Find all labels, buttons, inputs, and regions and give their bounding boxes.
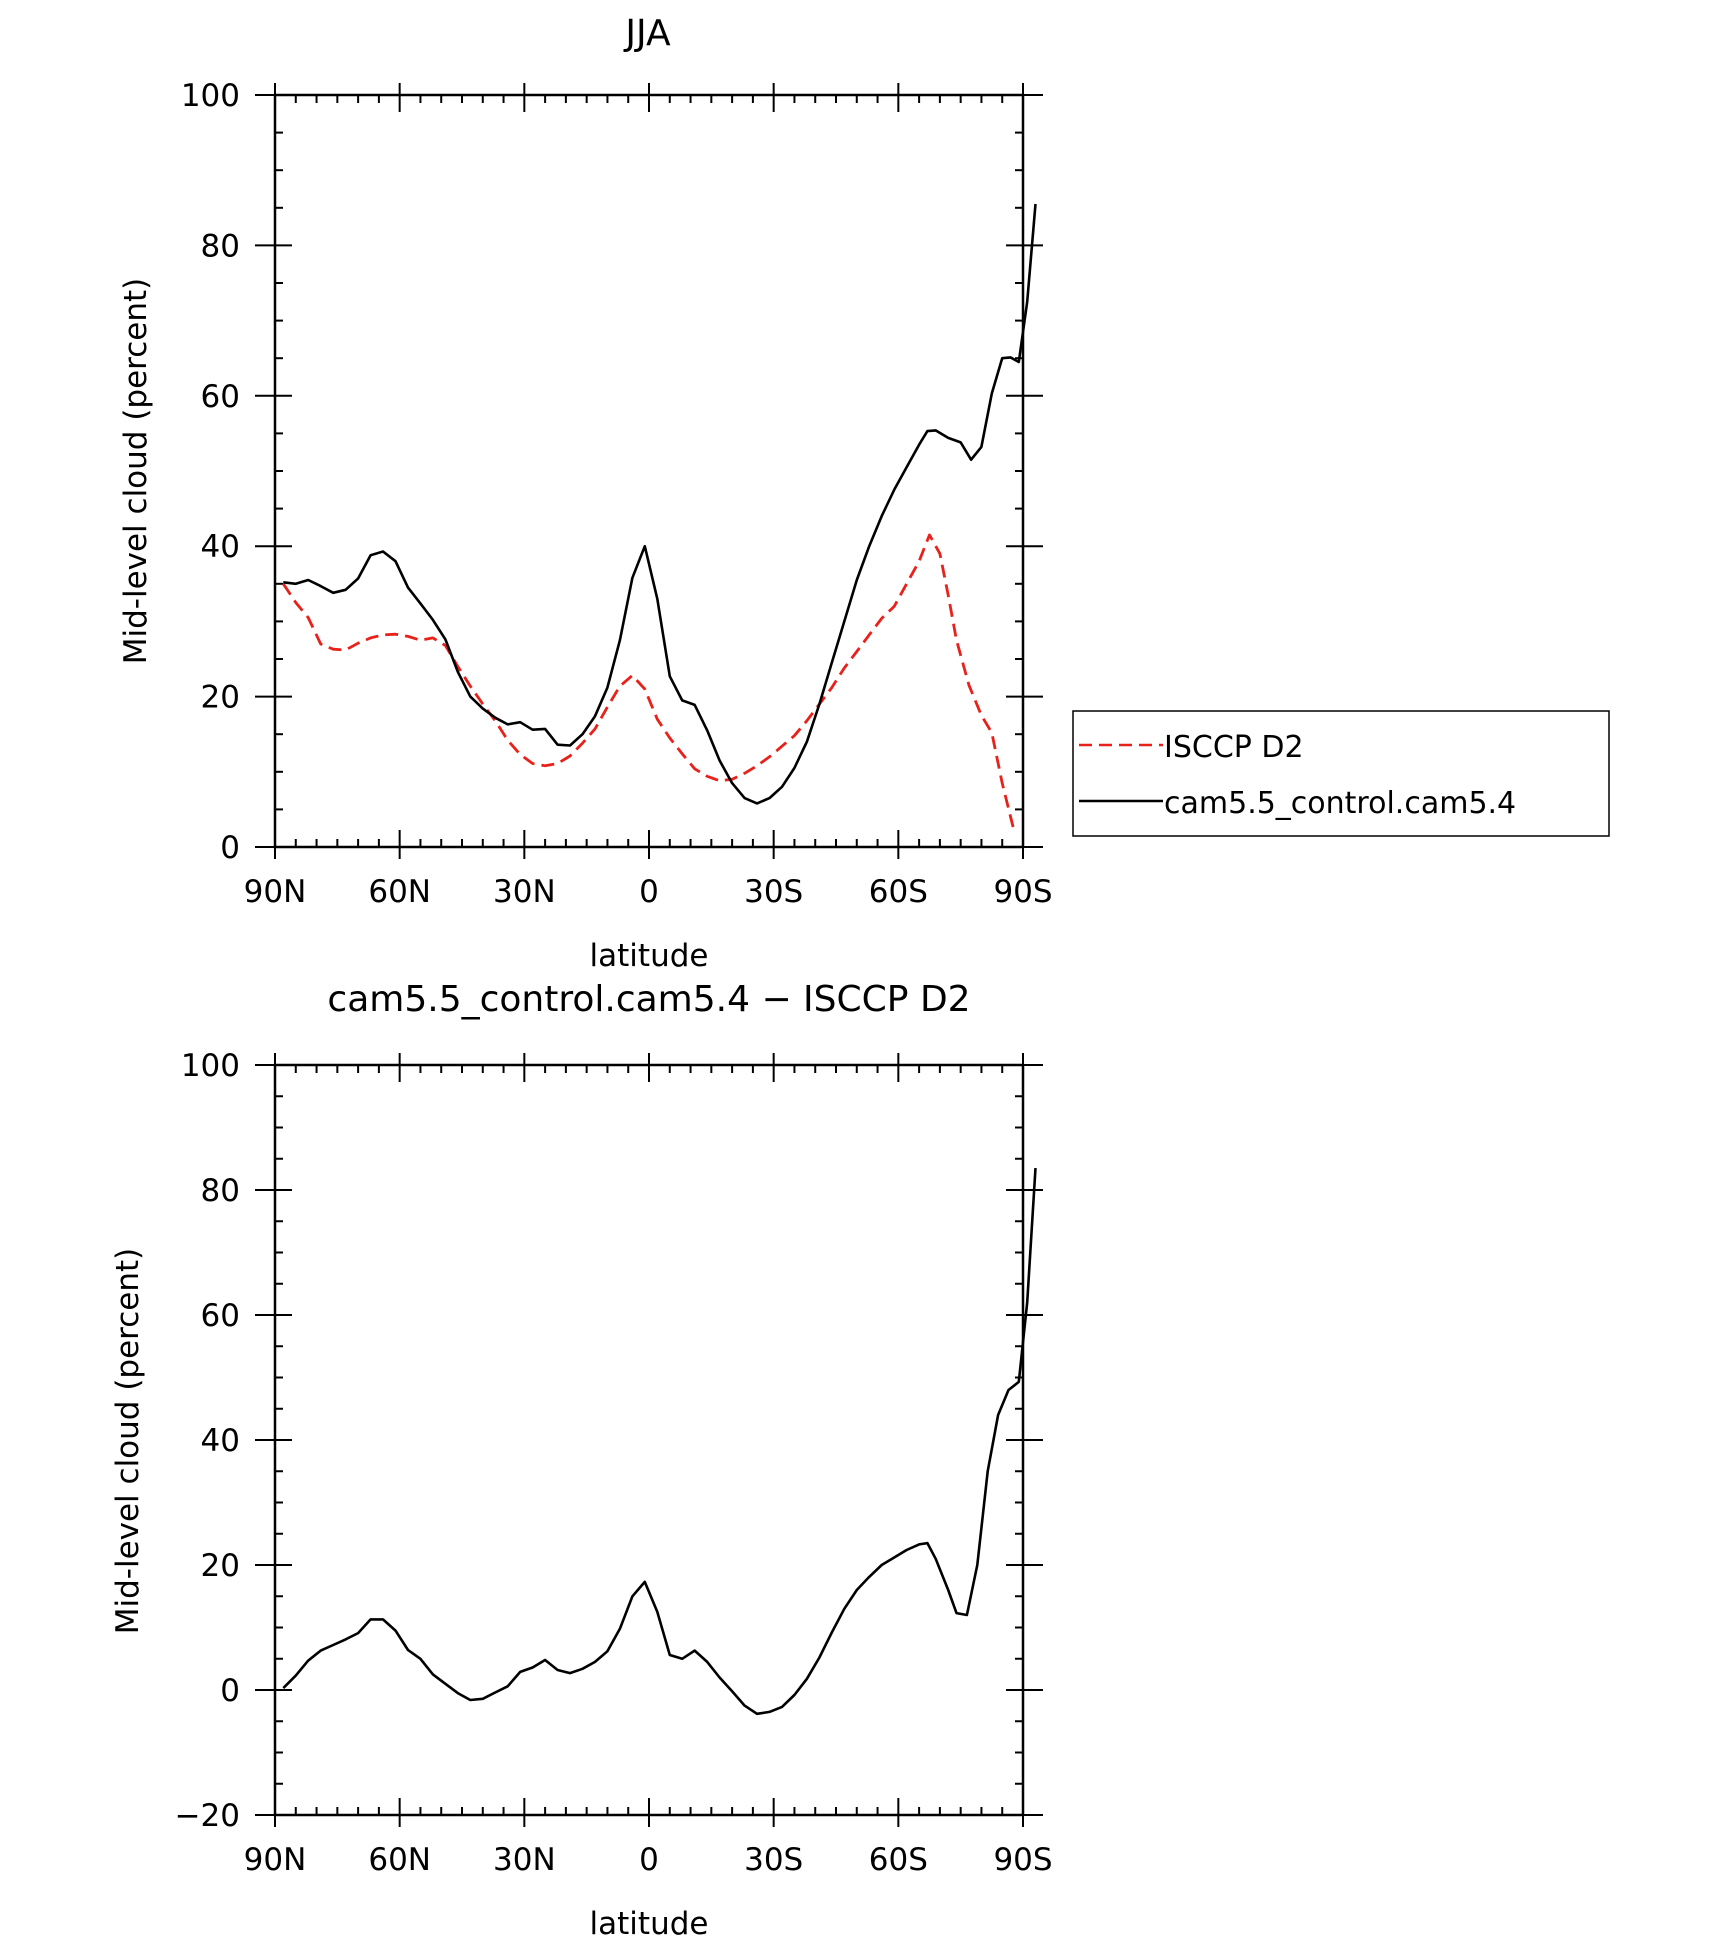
top-chart-title: JJA xyxy=(623,13,671,54)
top-chart-y-tick-labels: 0 20 40 60 80 100 xyxy=(181,78,240,866)
bottom-chart-x-axis-label: latitude xyxy=(590,1906,709,1939)
y-tick-label: 60 xyxy=(201,379,240,415)
y-tick-label: 0 xyxy=(220,830,240,866)
x-tick-label: 30S xyxy=(744,874,803,910)
x-tick-label: 90S xyxy=(993,1842,1052,1878)
x-tick-label: 90N xyxy=(244,874,307,910)
y-tick-label: 100 xyxy=(181,1048,240,1084)
x-tick-label: 30N xyxy=(493,1842,556,1878)
top-chart: JJA 90N 60N 30N 0 30S 60S 90S 0 20 40 60 80 100 lat… xyxy=(118,13,1610,974)
x-tick-label: 0 xyxy=(639,874,659,910)
y-tick-label: 80 xyxy=(201,228,240,264)
y-tick-label: 20 xyxy=(201,680,240,716)
y-tick-label: 60 xyxy=(201,1298,240,1334)
x-tick-label: 60N xyxy=(368,874,431,910)
y-tick-label: 100 xyxy=(181,78,240,114)
bottom-chart-series xyxy=(282,1168,1037,1716)
top-chart-series-0-line xyxy=(282,533,1017,834)
top-chart-x-axis-label: latitude xyxy=(590,938,709,974)
y-tick-label: 80 xyxy=(201,1173,240,1209)
y-tick-label: 0 xyxy=(220,1673,240,1709)
x-tick-label: 60S xyxy=(869,874,928,910)
top-chart-series-1-line xyxy=(283,203,1037,805)
legend-label-cam5-5-control: cam5.5_control.cam5.4 xyxy=(1164,786,1516,821)
y-tick-label: 20 xyxy=(201,1548,240,1584)
y-tick-label: 40 xyxy=(201,1423,240,1459)
top-chart-y-axis-label: Mid-level cloud (percent) xyxy=(118,278,154,665)
x-tick-label: 60N xyxy=(368,1842,431,1878)
bottom-chart-y-tick-labels: −20 0 20 40 60 80 100 xyxy=(175,1048,240,1834)
x-tick-label: 90N xyxy=(244,1842,307,1878)
top-chart-x-tick-labels: 90N 60N 30N 0 30S 60S 90S xyxy=(244,874,1053,910)
top-chart-series xyxy=(282,203,1037,834)
bottom-chart-ticks xyxy=(255,1053,1043,1827)
x-tick-label: 90S xyxy=(993,874,1052,910)
y-tick-label: 40 xyxy=(201,529,240,565)
y-tick-label: −20 xyxy=(175,1798,240,1834)
bottom-chart-x-tick-labels: 90N 60N 30N 0 30S 60S 90S xyxy=(244,1842,1053,1878)
bottom-chart-title: cam5.5_control.cam5.4 − ISCCP D2 xyxy=(327,979,970,1020)
legend-box xyxy=(1072,710,1610,837)
x-tick-label: 30N xyxy=(493,874,556,910)
legend-label-isccp-d2: ISCCP D2 xyxy=(1164,730,1304,765)
bottom-chart: cam5.5_control.cam5.4 − ISCCP D2 90N 60N 3… xyxy=(110,979,1053,1939)
x-tick-label: 0 xyxy=(639,1842,659,1878)
legend: ISCCP D2 cam5.5_control.cam5.4 xyxy=(1072,710,1610,837)
x-tick-label: 60S xyxy=(869,1842,928,1878)
top-chart-ticks xyxy=(255,83,1043,859)
bottom-chart-series-0-line xyxy=(282,1168,1037,1716)
bottom-chart-y-axis-label: Mid-level cloud (percent) xyxy=(110,1248,146,1635)
x-tick-label: 30S xyxy=(744,1842,803,1878)
